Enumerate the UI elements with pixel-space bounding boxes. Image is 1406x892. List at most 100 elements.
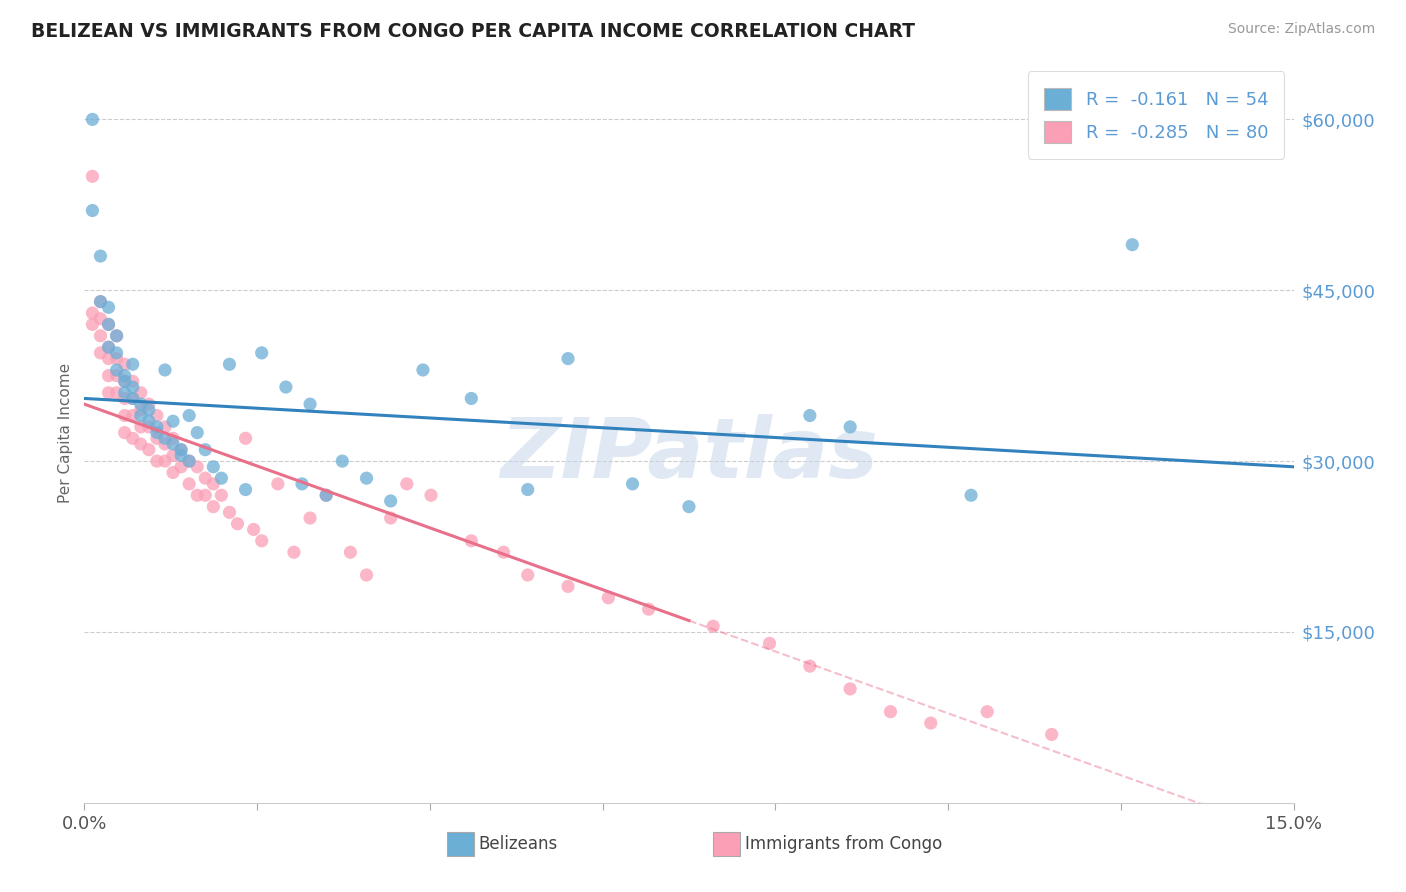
Point: [179, 454, 201, 468]
Point: [82, 112, 104, 127]
Point: [114, 425, 136, 440]
Point: [105, 368, 128, 383]
Point: [114, 375, 136, 389]
Point: [557, 351, 579, 366]
Point: [202, 459, 225, 474]
Point: [356, 568, 378, 582]
Point: [920, 716, 942, 731]
Point: [121, 431, 143, 445]
Point: [235, 431, 257, 445]
Point: [179, 476, 201, 491]
Point: [97, 340, 120, 354]
Text: Immigrants from Congo: Immigrants from Congo: [745, 835, 942, 854]
Point: [1121, 237, 1143, 252]
Point: [89, 328, 111, 343]
Bar: [447, 832, 474, 856]
Point: [162, 431, 184, 445]
Point: [129, 409, 152, 423]
Point: [121, 375, 143, 389]
Point: [678, 500, 700, 514]
Y-axis label: Per Capita Income: Per Capita Income: [58, 362, 73, 503]
Point: [170, 442, 193, 457]
Point: [153, 454, 176, 468]
Point: [105, 346, 128, 360]
Point: [97, 351, 120, 366]
Point: [82, 306, 104, 320]
Point: [702, 619, 724, 633]
Point: [114, 409, 136, 423]
Point: [138, 402, 160, 417]
Point: [194, 488, 217, 502]
Point: [621, 476, 644, 491]
Point: [146, 420, 169, 434]
Text: Belizeans: Belizeans: [478, 835, 558, 854]
Point: [1040, 727, 1063, 741]
Point: [976, 705, 998, 719]
Text: Source: ZipAtlas.com: Source: ZipAtlas.com: [1227, 22, 1375, 37]
Point: [129, 402, 152, 417]
Point: [516, 568, 538, 582]
Point: [186, 488, 208, 502]
Point: [105, 385, 128, 400]
Point: [153, 420, 176, 434]
Point: [114, 385, 136, 400]
Point: [105, 351, 128, 366]
Point: [129, 420, 152, 434]
Point: [242, 523, 264, 537]
Point: [97, 318, 120, 332]
Point: [146, 425, 169, 440]
Point: [799, 659, 821, 673]
Point: [598, 591, 620, 605]
Point: [420, 488, 443, 502]
Point: [960, 488, 983, 502]
Point: [162, 449, 184, 463]
Point: [162, 437, 184, 451]
Point: [250, 346, 273, 360]
Point: [799, 409, 821, 423]
Point: [89, 311, 111, 326]
Point: [226, 516, 249, 531]
Point: [105, 363, 128, 377]
Point: [146, 431, 169, 445]
Point: [129, 397, 152, 411]
Point: [299, 511, 322, 525]
Point: [186, 425, 208, 440]
Point: [492, 545, 515, 559]
Point: [218, 357, 240, 371]
Point: [637, 602, 659, 616]
Point: [839, 420, 862, 434]
Point: [395, 476, 418, 491]
Text: BELIZEAN VS IMMIGRANTS FROM CONGO PER CAPITA INCOME CORRELATION CHART: BELIZEAN VS IMMIGRANTS FROM CONGO PER CA…: [31, 22, 915, 41]
Point: [89, 294, 111, 309]
Point: [194, 471, 217, 485]
Point: [516, 483, 538, 497]
Point: [114, 368, 136, 383]
Point: [146, 454, 169, 468]
Point: [557, 579, 579, 593]
Point: [460, 533, 482, 548]
Point: [380, 511, 402, 525]
Point: [121, 380, 143, 394]
Point: [412, 363, 434, 377]
Point: [235, 483, 257, 497]
Point: [162, 414, 184, 428]
Point: [89, 249, 111, 263]
Point: [879, 705, 901, 719]
Point: [121, 392, 143, 406]
Point: [839, 681, 862, 696]
Point: [250, 533, 273, 548]
Point: [460, 392, 482, 406]
Point: [82, 318, 104, 332]
Point: [89, 346, 111, 360]
Legend: R =  -0.161   N = 54, R =  -0.285   N = 80: R = -0.161 N = 54, R = -0.285 N = 80: [1028, 71, 1285, 159]
Point: [146, 409, 169, 423]
Point: [138, 397, 160, 411]
Point: [202, 500, 225, 514]
Point: [97, 385, 120, 400]
Text: ZIPatlas: ZIPatlas: [501, 414, 877, 495]
Point: [299, 397, 322, 411]
Point: [315, 488, 337, 502]
Point: [179, 454, 201, 468]
Point: [758, 636, 780, 650]
Point: [114, 392, 136, 406]
